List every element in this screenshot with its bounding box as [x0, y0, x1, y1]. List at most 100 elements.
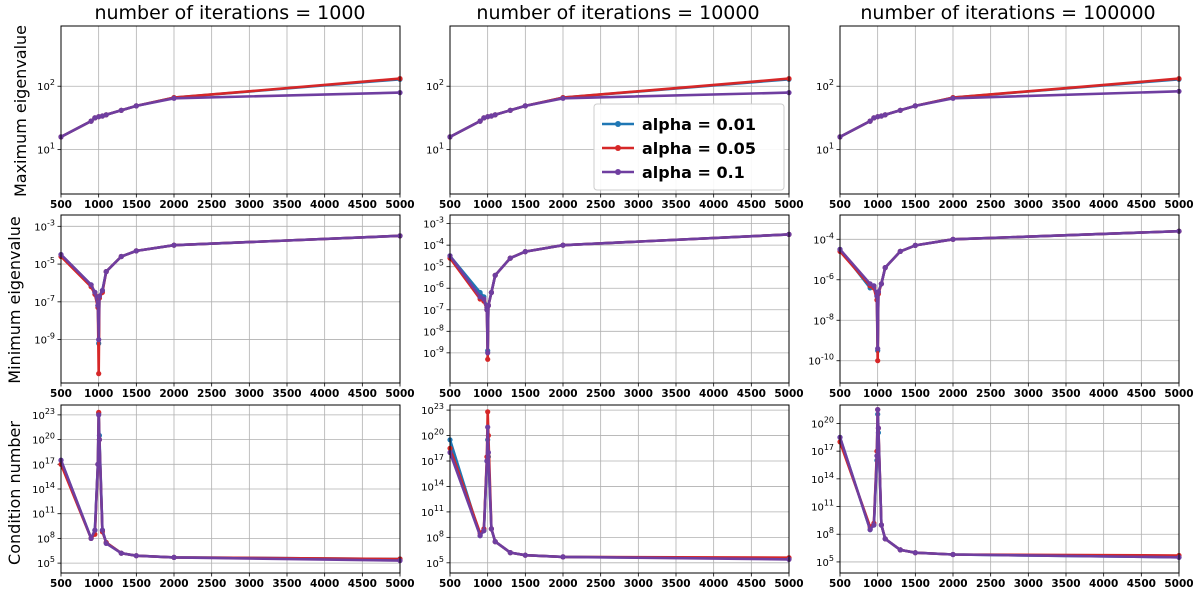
y-tick-label: 10-3	[423, 216, 444, 231]
data-point	[92, 527, 98, 533]
data-point	[481, 296, 487, 302]
y-tick-label: 1017	[32, 456, 55, 471]
axes-frame	[839, 25, 1180, 195]
y-tick-label: 1011	[32, 506, 55, 521]
y-tick-label: 10-5	[34, 256, 55, 271]
axes-frame	[449, 25, 790, 195]
data-point	[96, 371, 102, 377]
data-point	[488, 289, 494, 296]
y-tick-label: 1020	[421, 428, 444, 443]
x-tick-label: 4000	[1089, 578, 1118, 590]
x-tick-label: 2000	[938, 199, 967, 211]
x-tick-label: 5000	[385, 388, 414, 400]
x-tick-label: 1000	[473, 388, 502, 400]
data-point	[875, 289, 882, 295]
data-point	[492, 112, 498, 118]
x-tick-label: 4500	[737, 388, 766, 400]
x-tick-label: 3500	[272, 199, 301, 211]
x-tick-label: 4500	[348, 578, 377, 590]
data-point	[118, 550, 124, 556]
data-point	[88, 118, 94, 124]
data-point	[485, 409, 491, 415]
data-point	[882, 112, 888, 118]
data-point	[875, 358, 881, 364]
x-tick-label: 1500	[511, 199, 540, 211]
y-tick-label: 10-6	[423, 280, 444, 295]
y-tick-label: 102	[816, 78, 834, 93]
data-point	[878, 281, 885, 287]
data-point	[103, 269, 109, 275]
data-point	[507, 107, 513, 113]
y-tick-label: 10-5	[423, 259, 444, 274]
x-tick-label: 1000	[863, 199, 892, 211]
x-tick-label: 4500	[737, 199, 766, 211]
data-point	[867, 527, 873, 533]
data-point	[875, 425, 882, 431]
y-tick-label: 1020	[32, 432, 55, 447]
data-point	[171, 95, 177, 101]
data-point	[897, 248, 903, 254]
data-point	[950, 236, 956, 242]
data-point	[171, 554, 177, 561]
data-point	[92, 289, 98, 295]
y-tick-label: 1014	[811, 471, 834, 486]
data-point	[912, 242, 918, 248]
x-tick-label: 1500	[511, 388, 540, 400]
legend-marker-alpha-0.05	[615, 145, 621, 151]
data-point	[912, 103, 918, 109]
data-point	[99, 527, 105, 533]
x-tick-label: 2500	[586, 578, 615, 590]
x-tick-label: 3500	[661, 578, 690, 590]
y-tick-label: 105	[426, 555, 444, 570]
data-point	[88, 282, 94, 288]
y-tick-label: 101	[816, 142, 834, 157]
y-tick-label: 1011	[421, 504, 444, 519]
y-tick-label: 1017	[811, 443, 834, 458]
y-tick-label: 102	[37, 78, 55, 93]
data-point	[507, 550, 513, 556]
x-tick-label: 1000	[84, 388, 113, 400]
y-tick-label: 1014	[421, 478, 444, 493]
data-point	[484, 458, 490, 464]
x-tick-label: 500	[50, 388, 72, 400]
x-tick-label: 500	[439, 388, 461, 400]
x-tick-label: 2500	[976, 199, 1005, 211]
y-tick-label: 10-9	[34, 332, 55, 347]
x-tick-label: 1500	[122, 578, 151, 590]
x-tick-label: 5000	[774, 388, 803, 400]
panel-min-eig-1000: 500 1000 1500 2000 2500 3000 3500 4000 4500 5000 1…	[34, 214, 415, 400]
x-tick-label: 5000	[385, 199, 414, 211]
x-tick-label: 500	[439, 578, 461, 590]
data-point	[875, 346, 881, 352]
x-tick-label: 2500	[586, 388, 615, 400]
data-point	[118, 253, 124, 260]
y-tick-label: 1011	[811, 499, 834, 514]
x-tick-label: 3500	[272, 578, 301, 590]
x-tick-label: 4500	[1127, 199, 1156, 211]
data-point	[88, 535, 94, 542]
y-tick-label: 10-8	[423, 323, 444, 338]
y-tick-label: 105	[816, 554, 834, 569]
data-point	[867, 118, 873, 124]
y-tick-label: 101	[37, 142, 55, 157]
x-tick-label: 5000	[774, 578, 803, 590]
x-tick-label: 4500	[1127, 578, 1156, 590]
x-tick-label: 2500	[197, 388, 226, 400]
data-point	[485, 356, 491, 362]
x-tick-label: 3000	[235, 199, 264, 211]
data-point	[96, 412, 102, 418]
x-tick-label: 2000	[159, 578, 188, 590]
data-point	[522, 249, 528, 255]
x-tick-label: 4500	[348, 199, 377, 211]
panel-max-eig-1000: 500 1000 1500 2000 2500 3000 3500 4000 4500 5000 1…	[37, 25, 415, 211]
y-tick-label: 1020	[811, 415, 834, 430]
panel-cond-10000: 500 1000 1500 2000 2500 3000 3500 4000 4500 5000 1…	[421, 402, 804, 590]
data-point	[118, 107, 124, 113]
data-point	[171, 242, 177, 248]
data-point	[950, 551, 956, 558]
axes-frame	[60, 404, 401, 574]
y-tick-label: 10-7	[423, 302, 444, 317]
data-point	[133, 248, 139, 254]
data-point	[882, 536, 888, 542]
x-tick-label: 1500	[901, 199, 930, 211]
